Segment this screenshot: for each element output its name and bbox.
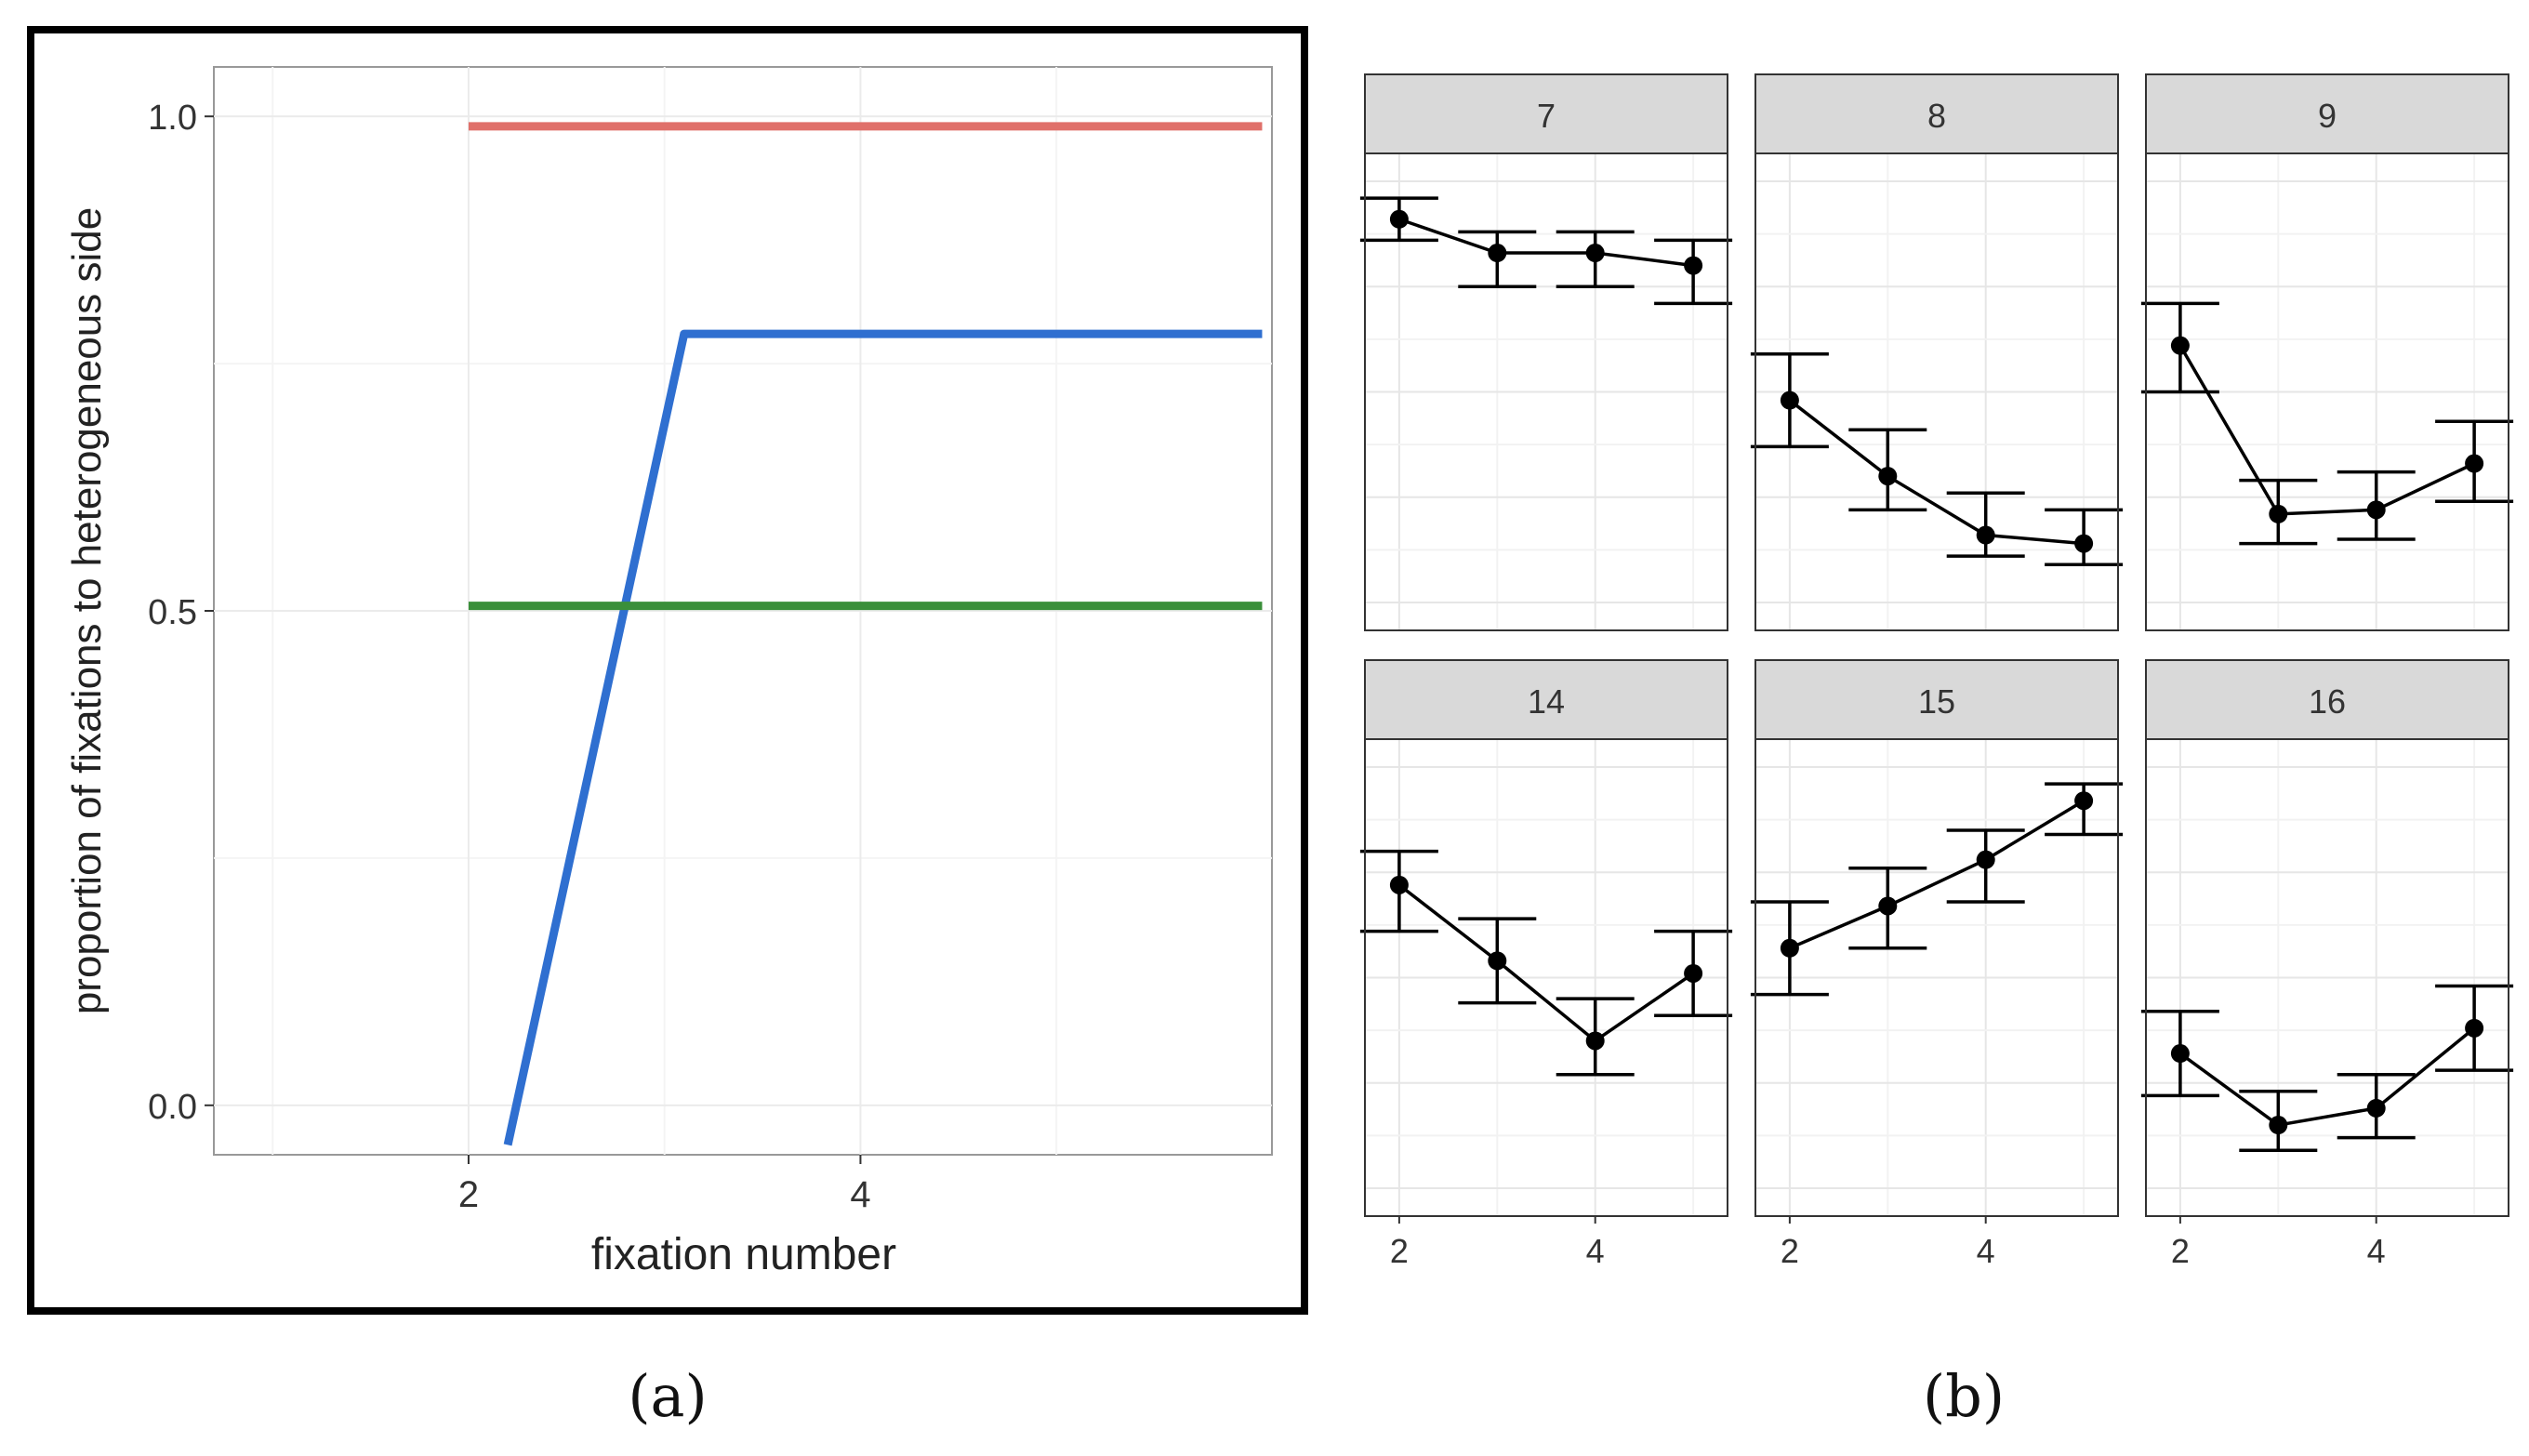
facet-9: 9	[2140, 73, 2514, 631]
data-point	[1389, 209, 1409, 229]
data-point	[1684, 256, 1703, 275]
data-point	[2366, 1098, 2386, 1118]
panel-a-series-line-2	[503, 329, 1263, 1146]
facet-7: 7	[1359, 73, 1733, 631]
facet-strip	[1754, 659, 2119, 740]
facet-15: 152 4	[1750, 659, 2124, 1270]
data-point	[2170, 336, 2190, 355]
data-point	[2465, 454, 2484, 473]
panel-b-caption: (b)	[1923, 1362, 2005, 1430]
facet-border	[1754, 738, 2119, 1217]
panel-a-x-tick-label: 2	[458, 1174, 479, 1215]
panel-a-y-tick-label: 1.0	[148, 99, 197, 138]
panel-a-y-tick-label: 0.0	[148, 1088, 197, 1127]
panel-a-series	[468, 122, 1263, 1146]
facet-strip-label: 15	[1918, 682, 1955, 721]
facet-strip-label: 14	[1528, 682, 1565, 721]
data-point	[2269, 1116, 2288, 1135]
data-point	[1585, 244, 1605, 263]
data-point	[1684, 963, 1703, 983]
facet-strip-label: 7	[1537, 97, 1556, 135]
panel-a-y-tick-label: 0.5	[148, 593, 197, 632]
facet-x-tick-label: 4	[2367, 1232, 2386, 1270]
data-point	[2366, 500, 2386, 520]
data-point	[2269, 504, 2288, 523]
facet-series-line	[1789, 799, 2085, 950]
panel-a-y-ticks: 0.0 0.5 1.0	[148, 99, 214, 1127]
data-point	[1878, 896, 1898, 916]
data-point	[1389, 875, 1409, 894]
panel-a-x-axis-title: fixation number	[591, 1230, 896, 1279]
facet-series-line	[1788, 399, 2085, 546]
facet-border	[2145, 738, 2509, 1217]
data-point	[2074, 534, 2094, 553]
panel-a-x-tick-label: 4	[850, 1174, 870, 1215]
facet-series-line	[2178, 1026, 2476, 1127]
data-point	[1780, 938, 1799, 958]
facet-border	[1754, 152, 2119, 631]
facet-x-tick-label: 2	[1781, 1232, 1799, 1270]
facet-14: 14 2 4	[1359, 659, 1733, 1270]
facet-series-line	[1398, 218, 1694, 268]
data-point	[1780, 390, 1799, 410]
data-point	[2465, 1018, 2484, 1038]
data-point	[1585, 1031, 1605, 1051]
data-point	[1976, 525, 1995, 545]
data-point	[2074, 791, 2094, 811]
facet-border	[1364, 152, 1728, 631]
facet-x-tick-label: 2	[1390, 1232, 1409, 1270]
facet-strip	[1364, 73, 1728, 154]
facet-border	[2145, 152, 2509, 631]
panel-a-caption: (a)	[628, 1362, 707, 1430]
facet-strip	[1754, 73, 2119, 154]
facet-x-tick-label: 4	[1586, 1232, 1605, 1270]
facet-16: 162 4	[2140, 659, 2514, 1270]
facet-strip-label: 9	[2318, 97, 2337, 135]
panel-a-gridlines	[214, 67, 1272, 1155]
facet-series-line	[2178, 344, 2475, 516]
facet-border	[1364, 738, 1728, 1217]
data-point	[1488, 951, 1507, 971]
data-point	[2170, 1044, 2190, 1064]
panel-a-y-axis-title: proportion of fixations to heterogeneous…	[64, 207, 110, 1014]
facet-x-tick-label: 4	[1977, 1232, 1995, 1270]
facet-x-tick-label: 2	[2171, 1232, 2190, 1270]
facet-strip	[2145, 73, 2509, 154]
facet-8: 8	[1750, 73, 2124, 631]
facet-strip-label: 16	[2309, 682, 2346, 721]
data-point	[1976, 850, 1995, 869]
facet-strip-label: 8	[1927, 97, 1946, 135]
data-point	[1488, 244, 1507, 263]
data-point	[1878, 467, 1898, 486]
facet-series-line	[1397, 883, 1695, 1043]
